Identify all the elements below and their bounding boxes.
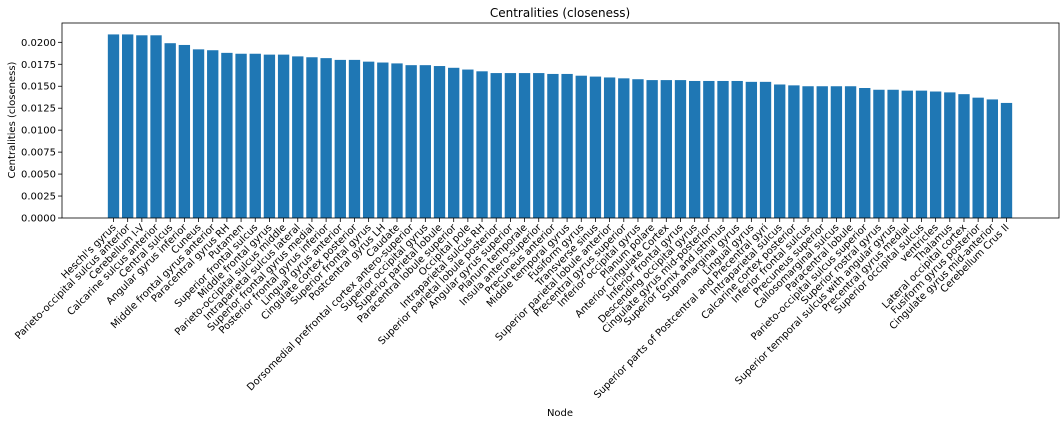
bar: [603, 77, 616, 218]
y-tick-label: 0.0075: [21, 148, 56, 159]
bar: [136, 35, 148, 218]
bar: [164, 43, 176, 219]
bar: [688, 80, 701, 218]
bar: [207, 50, 219, 218]
x-axis-label: Node: [547, 408, 573, 419]
bar: [774, 84, 786, 219]
bar: [731, 80, 743, 218]
bar: [462, 69, 474, 219]
y-tick-label: 0.0150: [21, 82, 56, 93]
bar: [646, 80, 658, 218]
bar: [674, 80, 687, 218]
bar: [277, 54, 290, 219]
bar: [178, 44, 191, 219]
y-tick-label: 0.0200: [21, 38, 56, 49]
bar: [263, 54, 276, 219]
y-axis: 0.0000 0.0025 0.0050 0.0075 0.0100 0.0125 0.01…: [21, 38, 62, 225]
y-tick-label: 0.0025: [21, 192, 56, 203]
bar: [844, 86, 857, 218]
bar: [476, 71, 488, 218]
bar: [192, 49, 205, 219]
bar: [958, 94, 970, 218]
bar: [589, 76, 602, 218]
bar: [490, 73, 502, 218]
bar: [873, 89, 885, 218]
bar: [235, 53, 247, 219]
bar: [745, 81, 758, 218]
bar: [830, 86, 843, 218]
bar: [334, 59, 346, 218]
bar: [618, 78, 630, 219]
y-tick-label: 0.0050: [21, 170, 56, 181]
bar: [887, 89, 899, 218]
bar: [575, 75, 587, 219]
bar: [972, 97, 984, 218]
bar: [306, 57, 318, 218]
bar: [362, 61, 375, 218]
bar: [717, 80, 729, 218]
bar: [391, 63, 403, 218]
y-axis-label: Centralities (closeness): [7, 61, 18, 178]
bar: [944, 92, 956, 218]
bar: [561, 73, 573, 218]
bar: [448, 67, 460, 218]
y-tick-label: 0.0100: [21, 126, 56, 137]
bar: [788, 85, 800, 218]
bar: [405, 65, 417, 218]
bar: [802, 86, 814, 218]
bar: [348, 59, 361, 218]
bar: [915, 90, 928, 218]
bar: [292, 56, 304, 218]
bar: [320, 58, 332, 219]
y-tick-label: 0.0125: [21, 104, 56, 115]
bar: [759, 81, 772, 218]
bar: [929, 91, 942, 218]
bar: [504, 73, 517, 218]
bar: [660, 80, 672, 218]
bar: [150, 35, 162, 218]
chart-title: Centralities (closeness): [490, 6, 630, 20]
bar: [419, 65, 432, 218]
bar: [122, 34, 134, 219]
bar: [249, 53, 261, 219]
bar: [859, 88, 871, 218]
bar: [703, 80, 715, 218]
bar: [986, 99, 998, 218]
plot-frame: [61, 22, 1060, 219]
bar: [816, 86, 828, 218]
bar: [901, 90, 913, 218]
bar: [547, 73, 559, 218]
bars: [107, 34, 1013, 219]
bar: [632, 79, 644, 218]
y-tick-label: 0.0000: [21, 214, 56, 225]
bar: [107, 34, 120, 219]
bar: [1000, 102, 1013, 218]
y-tick-label: 0.0175: [21, 60, 56, 71]
bar: [377, 62, 389, 219]
bar: [433, 66, 446, 218]
bar: [533, 73, 545, 218]
bar: [221, 52, 233, 218]
bar: [518, 73, 531, 218]
